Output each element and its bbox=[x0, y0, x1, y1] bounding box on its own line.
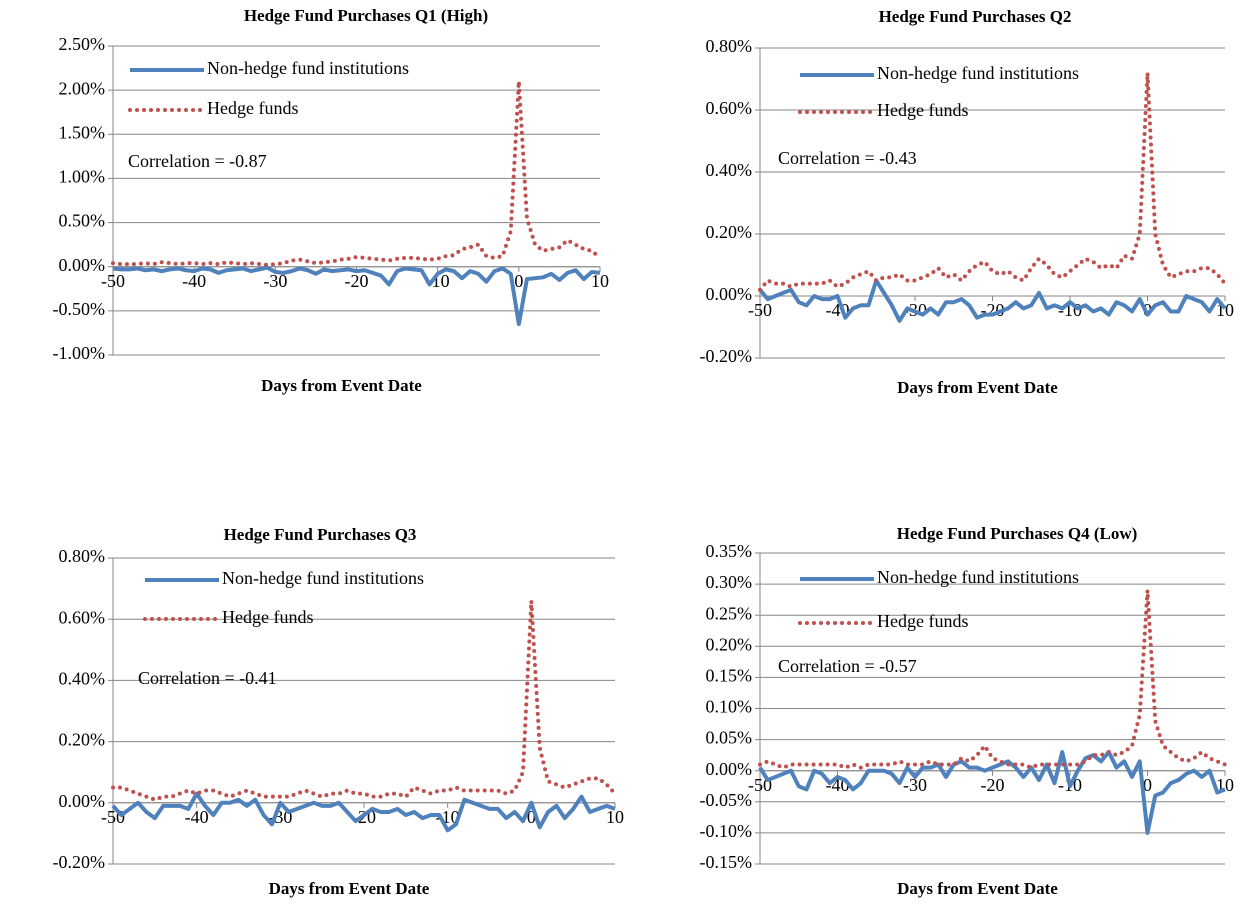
y-tick-label: 0.35% bbox=[706, 541, 753, 561]
y-tick-label: 0.00% bbox=[59, 791, 106, 811]
y-tick-label: -0.20% bbox=[53, 852, 106, 872]
x-tick-label: -40 bbox=[182, 271, 206, 291]
x-tick-label: 10 bbox=[591, 271, 609, 291]
y-tick-label: 0.00% bbox=[706, 284, 753, 304]
legend-label: Hedge funds bbox=[877, 611, 968, 631]
annotation: Correlation = -0.87 bbox=[128, 151, 267, 171]
legend-label: Hedge funds bbox=[877, 100, 968, 120]
y-tick-label: 0.60% bbox=[59, 607, 106, 627]
y-tick-label: -0.20% bbox=[700, 346, 753, 366]
annotation: Correlation = -0.57 bbox=[778, 656, 917, 676]
legend-label: Non-hedge fund institutions bbox=[877, 567, 1079, 587]
y-tick-label: 1.00% bbox=[59, 167, 106, 187]
series-line bbox=[758, 72, 1227, 292]
x-tick-label: -30 bbox=[263, 271, 287, 291]
y-tick-label: 0.20% bbox=[706, 634, 753, 654]
y-tick-label: -0.50% bbox=[53, 299, 106, 319]
y-tick-label: 0.00% bbox=[706, 759, 753, 779]
y-tick-label: 1.50% bbox=[59, 122, 106, 142]
y-tick-label: 0.20% bbox=[706, 222, 753, 242]
y-tick-label: 0.40% bbox=[59, 669, 106, 689]
x-axis-label: Days from Event Date bbox=[897, 378, 1058, 397]
chart-title: Hedge Fund Purchases Q3 bbox=[224, 525, 417, 544]
y-tick-label: -0.05% bbox=[700, 790, 753, 810]
y-tick-label: -0.10% bbox=[700, 821, 753, 841]
x-tick-label: 10 bbox=[606, 807, 624, 827]
series-line bbox=[112, 265, 601, 327]
series-line bbox=[111, 81, 602, 267]
y-tick-label: -1.00% bbox=[53, 343, 106, 363]
x-tick-label: -50 bbox=[748, 300, 772, 320]
y-tick-label: 0.20% bbox=[59, 730, 106, 750]
series-line bbox=[758, 750, 1226, 835]
y-tick-label: -0.15% bbox=[700, 852, 753, 872]
y-tick-label: 2.50% bbox=[59, 34, 106, 54]
legend-label: Non-hedge fund institutions bbox=[877, 63, 1079, 83]
y-tick-label: 0.15% bbox=[706, 666, 753, 686]
x-tick-label: -50 bbox=[101, 271, 125, 291]
chart-title: Hedge Fund Purchases Q2 bbox=[879, 7, 1072, 26]
x-axis-label: Days from Event Date bbox=[897, 879, 1058, 898]
y-tick-label: 0.25% bbox=[706, 603, 753, 623]
y-tick-label: 0.10% bbox=[706, 697, 753, 717]
legend-label: Hedge funds bbox=[207, 98, 298, 118]
x-tick-label: -20 bbox=[981, 775, 1005, 795]
series-line bbox=[758, 278, 1227, 323]
y-tick-label: 0.80% bbox=[706, 36, 753, 56]
chart-title: Hedge Fund Purchases Q4 (Low) bbox=[897, 524, 1138, 543]
x-tick-label: 0 bbox=[514, 271, 523, 291]
x-axis-label: Days from Event Date bbox=[261, 376, 422, 395]
series-line bbox=[111, 600, 617, 802]
y-tick-label: 2.00% bbox=[59, 78, 106, 98]
x-tick-label: 0 bbox=[1143, 300, 1152, 320]
x-axis-label: Days from Event Date bbox=[269, 879, 430, 898]
y-tick-label: 0.60% bbox=[706, 98, 753, 118]
y-tick-label: 0.40% bbox=[706, 160, 753, 180]
x-tick-label: 0 bbox=[527, 807, 536, 827]
x-tick-label: -30 bbox=[903, 775, 927, 795]
x-tick-label: -20 bbox=[345, 271, 369, 291]
y-tick-label: 0.05% bbox=[706, 728, 753, 748]
legend-label: Non-hedge fund institutions bbox=[207, 58, 409, 78]
legend-label: Hedge funds bbox=[222, 607, 313, 627]
legend-label: Non-hedge fund institutions bbox=[222, 568, 424, 588]
series-line bbox=[111, 791, 616, 833]
y-tick-label: 0.80% bbox=[59, 546, 106, 566]
x-tick-label: -10 bbox=[426, 271, 450, 291]
y-tick-label: 0.00% bbox=[59, 255, 106, 275]
y-tick-label: 0.50% bbox=[59, 211, 106, 231]
annotation: Correlation = -0.41 bbox=[138, 668, 277, 688]
y-tick-label: 0.30% bbox=[706, 572, 753, 592]
series-line bbox=[758, 590, 1227, 770]
chart-title: Hedge Fund Purchases Q1 (High) bbox=[244, 6, 488, 25]
x-tick-label: -40 bbox=[185, 807, 209, 827]
x-tick-label: 0 bbox=[1143, 775, 1152, 795]
annotation: Correlation = -0.43 bbox=[778, 148, 917, 168]
